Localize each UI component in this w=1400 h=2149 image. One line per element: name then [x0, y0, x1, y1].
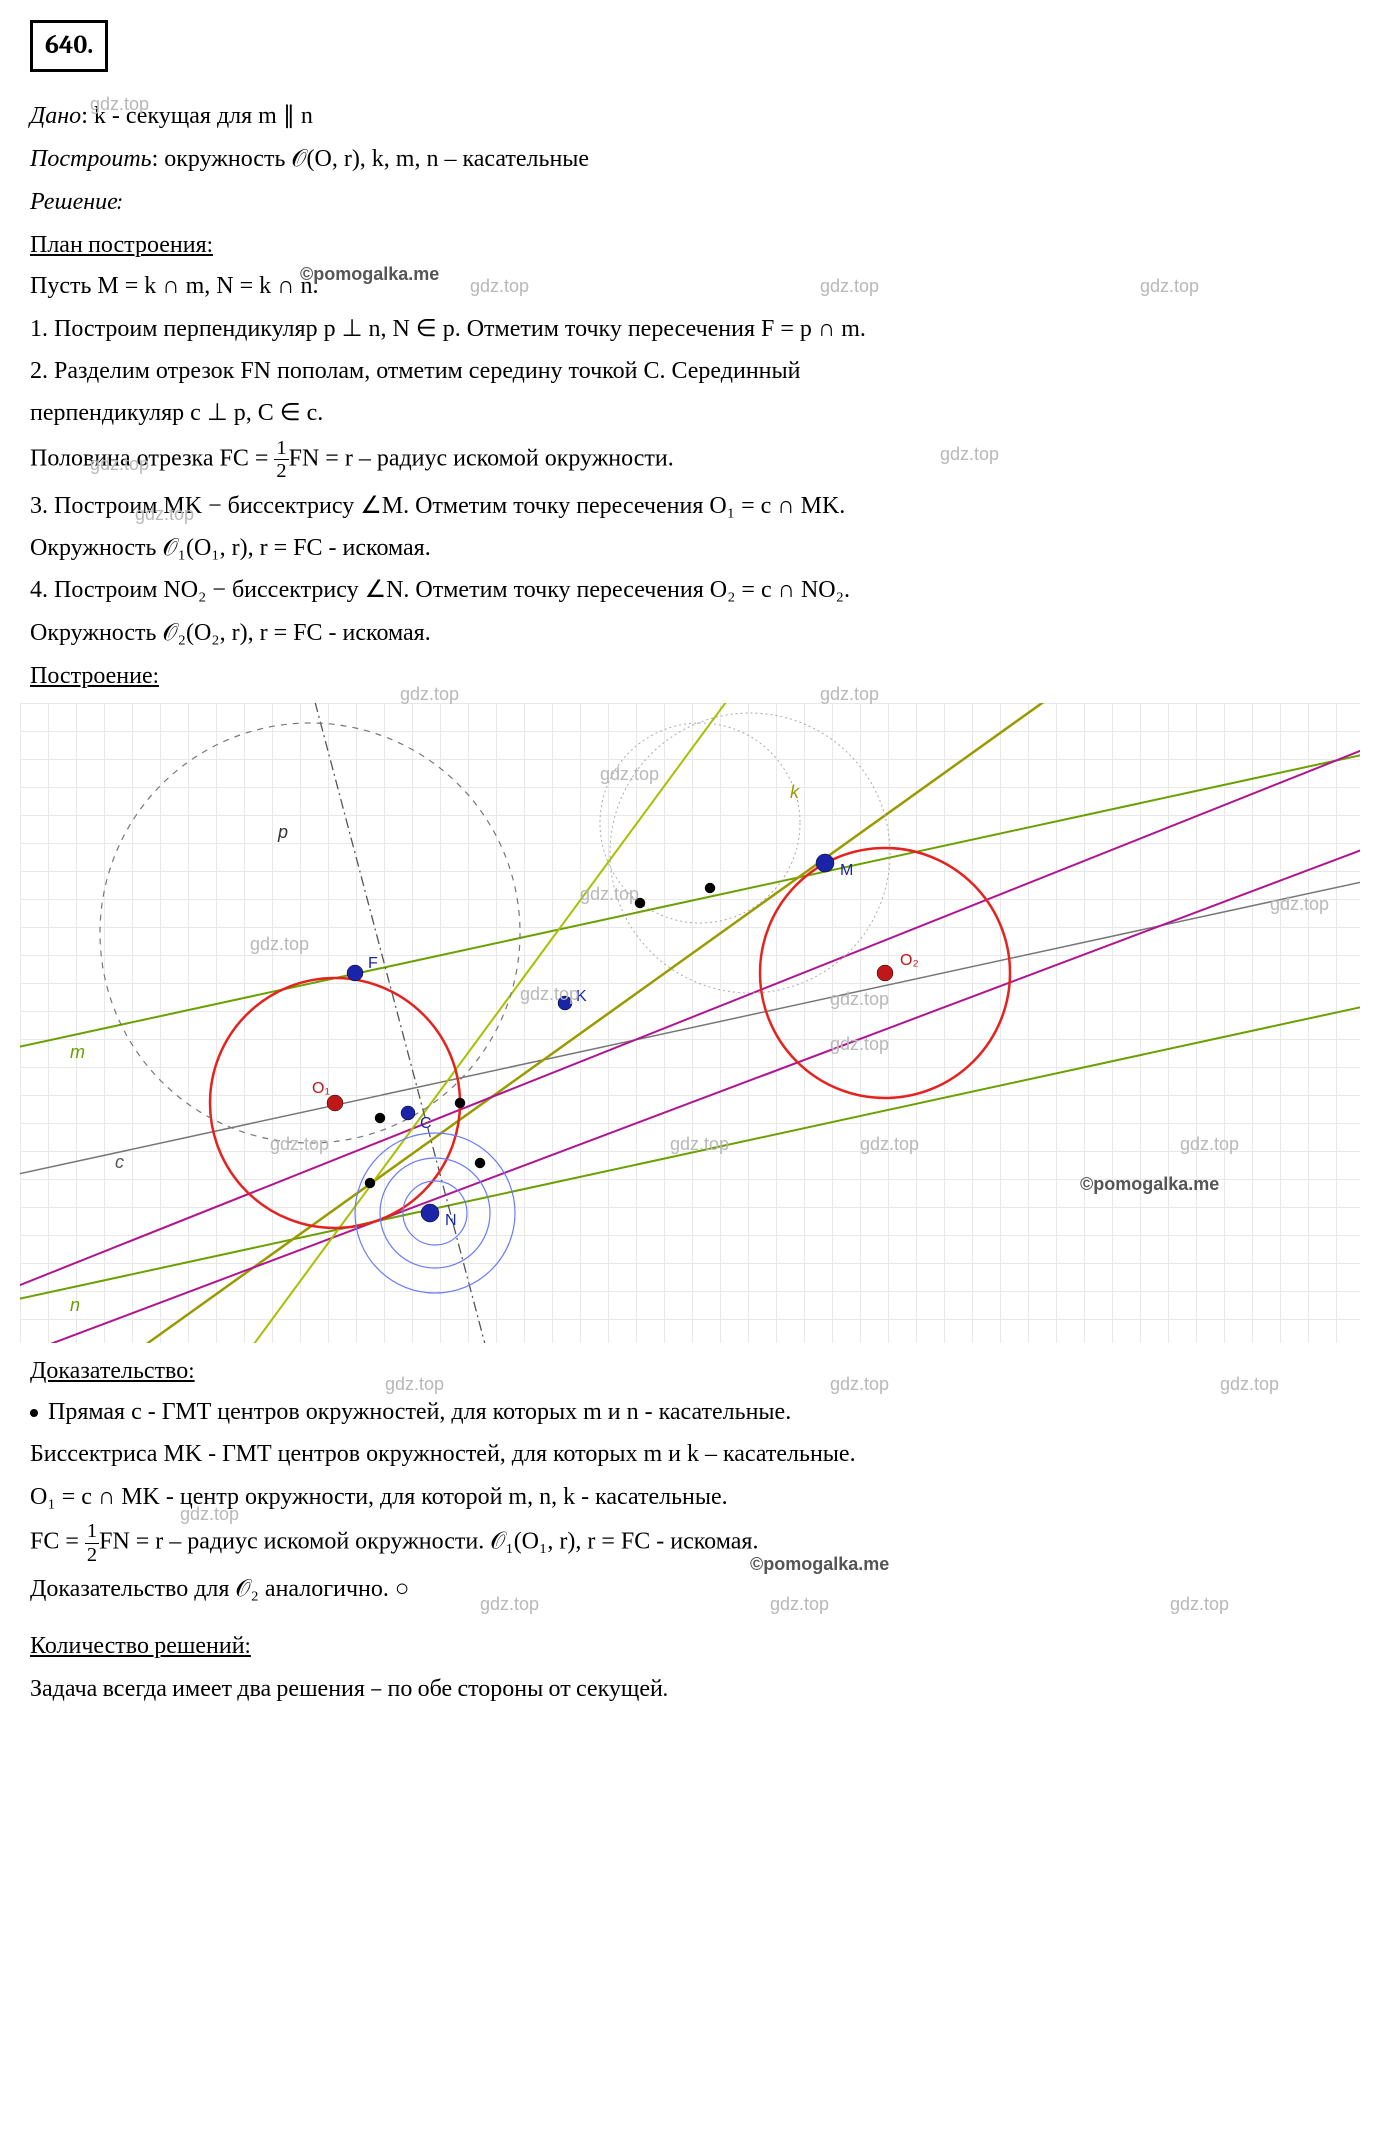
geometry-diagram: F O₁ C N K M O₂ p m n c k: [20, 703, 1360, 1343]
step2c: Половина отрезка FC = 12FN = r – радиус …: [30, 437, 1370, 483]
svg-text:O₁: O₁: [312, 1080, 330, 1097]
step4b: Окружность 𝒪₂(O₂, r), r = FC - искомая.: [30, 614, 1370, 652]
proof4: FC = 12FN = r – радиус искомой окружност…: [30, 1520, 1370, 1566]
given-line: Дано: k - секущая для m ∥ n: [30, 96, 1370, 135]
svg-text:c: c: [115, 1152, 124, 1172]
proof3: O₁ = c ∩ MK - центр окружности, для кото…: [30, 1478, 1370, 1516]
plan-intro: Пусть M = k ∩ m, N = k ∩ n.: [30, 267, 1370, 305]
svg-text:K: K: [576, 988, 587, 1005]
step3a: 3. Построим MK − биссектрису ∠M. Отметим…: [30, 487, 1370, 525]
svg-text:p: p: [277, 822, 288, 842]
construct-line: Построить: окружность 𝒪(O, r), k, m, n –…: [30, 139, 1370, 178]
construction-heading: Построение:: [30, 656, 1370, 694]
svg-text:n: n: [70, 1295, 80, 1315]
solution-label: Решение:: [30, 182, 1370, 220]
svg-text:M: M: [840, 862, 853, 879]
given-text: : k - секущая для m ∥ n: [81, 103, 313, 129]
fraction-half-2: 12: [85, 1520, 99, 1566]
proof4-suffix: FN = r – радиус искомой окружности. 𝒪₁(O…: [99, 1529, 758, 1555]
plan-heading: План построения:: [30, 225, 1370, 263]
diagram-svg: F O₁ C N K M O₂ p m n c k: [20, 703, 1360, 1343]
given-label: Дано: [30, 101, 81, 129]
problem-number-box: 640.: [30, 20, 108, 72]
step4a: 4. Построим NO₂ − биссектрису ∠N. Отмети…: [30, 571, 1370, 609]
svg-text:F: F: [368, 955, 378, 972]
count-heading: Количество решений:: [30, 1626, 1370, 1664]
svg-text:O₂: O₂: [900, 952, 919, 969]
bullet-icon: [30, 1409, 38, 1417]
proof1: Прямая c - ГМТ центров окружностей, для …: [30, 1393, 1370, 1431]
svg-text:k: k: [790, 782, 800, 802]
svg-text:C: C: [420, 1115, 432, 1132]
proof5: Доказательство для 𝒪₂ аналогично. ○: [30, 1570, 1370, 1608]
construct-label: Построить: [30, 144, 152, 172]
proof-heading: Доказательство:: [30, 1351, 1370, 1389]
step1: 1. Построим перпендикуляр p ⊥ n, N ∈ p. …: [30, 310, 1370, 348]
proof4-prefix: FC =: [30, 1529, 85, 1555]
svg-text:N: N: [445, 1212, 457, 1229]
problem-number: 640.: [45, 30, 93, 60]
step2c-suffix: FN = r – радиус искомой окружности.: [289, 445, 674, 471]
step3b: Окружность 𝒪₁(O₁, r), r = FC - искомая.: [30, 529, 1370, 567]
step2c-prefix: Половина отрезка FC =: [30, 445, 274, 471]
step2b: перпендикуляр c ⊥ p, C ∈ c.: [30, 394, 1370, 432]
construct-text: : окружность 𝒪(O, r), k, m, n – касатель…: [152, 146, 590, 172]
step2a: 2. Разделим отрезок FN пополам, отметим …: [30, 352, 1370, 390]
page-root: 640. Дано: k - секущая для m ∥ n Построи…: [30, 20, 1370, 1707]
count-text: Задача всегда имеет два решения – по обе…: [30, 1669, 1370, 1707]
svg-text:m: m: [70, 1042, 85, 1062]
fraction-half: 12: [274, 437, 288, 483]
proof2: Биссектриса MK - ГМТ центров окружностей…: [30, 1435, 1370, 1473]
